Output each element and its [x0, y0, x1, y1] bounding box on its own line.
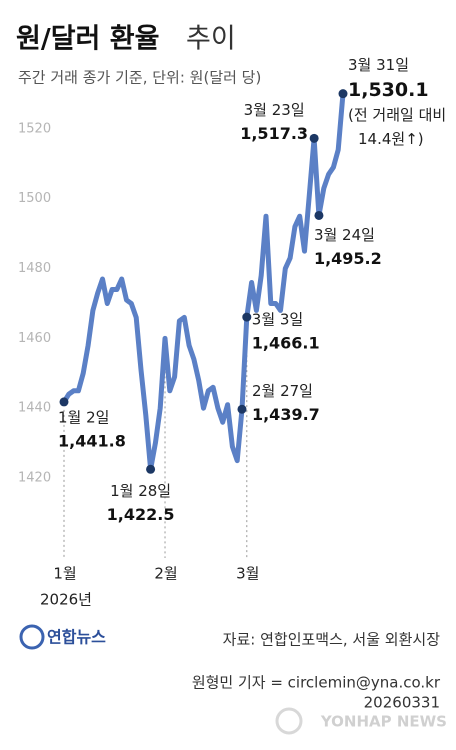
value-label: 1,495.2: [314, 249, 382, 268]
point-date-label: 3월 31일: [348, 56, 409, 74]
y-tick-label: 1500: [18, 191, 51, 206]
point-marker: [237, 404, 247, 414]
logo-text: 연합뉴스: [47, 628, 106, 647]
point-marker: [242, 312, 252, 322]
y-tick-label: 1440: [18, 401, 51, 416]
value-label: 1,517.3: [240, 124, 308, 143]
point-marker: [314, 210, 324, 220]
point-date-label: 3월 23일: [244, 101, 305, 119]
watermark-icon: [275, 707, 303, 735]
value-label: 1,439.7: [252, 405, 320, 424]
x-tick-label: 3월: [236, 565, 259, 583]
line: [61, 91, 346, 472]
point-date-label: 3월 24일: [314, 226, 375, 244]
year-label: 2026년: [40, 591, 92, 609]
y-tick-label: 1480: [18, 261, 51, 276]
value-label: 1,530.1: [348, 79, 429, 101]
point-date-label: 1월 28일: [110, 482, 171, 500]
y-tick-label: 1460: [18, 331, 51, 346]
point-date-label: 2월 27일: [252, 382, 313, 400]
value-label: 1,466.1: [252, 334, 320, 353]
value-label: 1,441.8: [58, 431, 126, 450]
chart-title-suffix: 추이: [186, 24, 236, 55]
point-date-label: 1월 2일: [58, 408, 109, 426]
x-tick-label: 2월: [154, 565, 177, 583]
annotation: (전 거래일 대비: [348, 106, 446, 124]
source: 자료: 연합인포맥스, 서울 외환시장: [223, 631, 441, 649]
credit: 원형민 기자 = circlemin@yna.co.kr: [192, 674, 441, 692]
y-tick-label: 1420: [18, 471, 51, 486]
logo: 연합뉴스: [19, 624, 106, 650]
watermark: YONHAP NEWS: [320, 713, 447, 731]
y-tick-label: 1520: [18, 121, 51, 136]
value-label: 1,422.5: [107, 505, 175, 524]
logo-icon: [19, 624, 45, 650]
annotation: 14.4원↑): [358, 130, 424, 148]
subtitle: 주간 거래 종가 기준, 단위: 원(달러 당): [18, 69, 261, 87]
chart-title: 원/달러 환율: [16, 24, 159, 55]
date: 20260331: [364, 694, 440, 712]
point-marker: [146, 464, 156, 474]
x-tick-label: 1월: [53, 565, 76, 583]
point-date-label: 3월 3일: [252, 311, 303, 329]
point-marker: [59, 397, 69, 407]
point-marker: [338, 89, 348, 99]
point-marker: [309, 133, 319, 143]
